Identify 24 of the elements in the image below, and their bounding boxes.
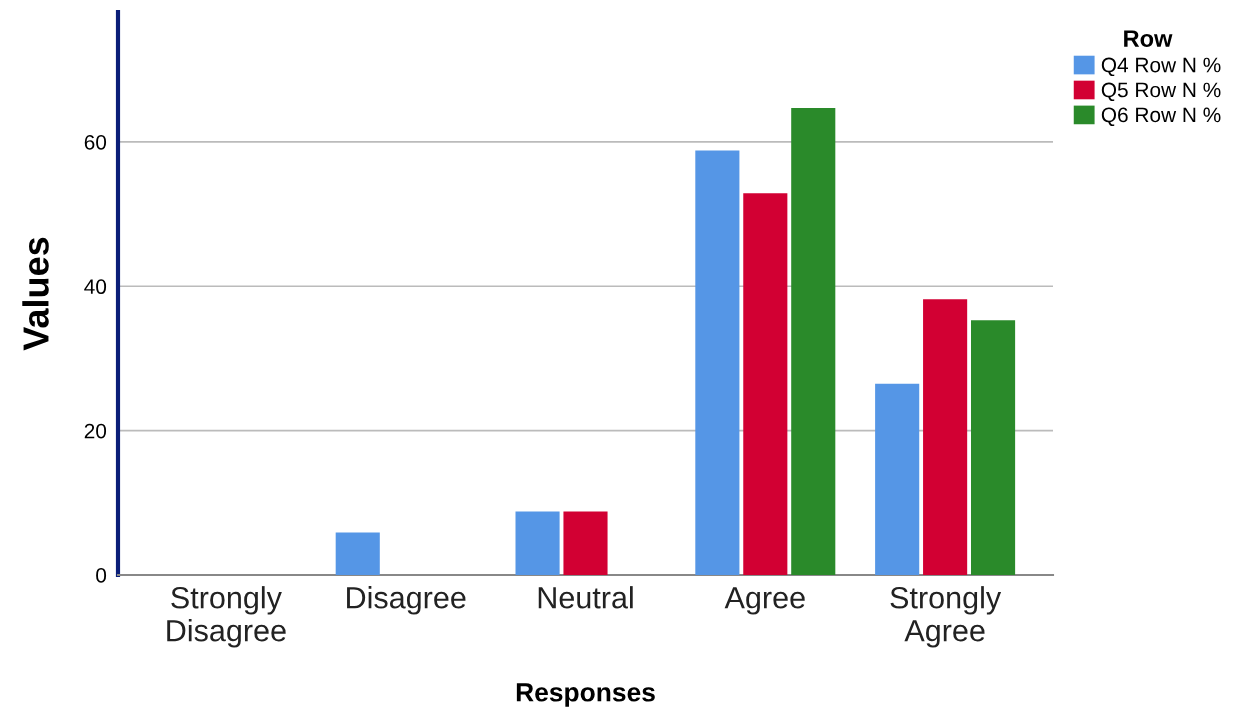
y-axis-title: Values	[22, 237, 49, 351]
y-tick-label: 40	[84, 279, 107, 295]
bar	[563, 511, 608, 575]
bar	[695, 150, 740, 575]
x-axis-title: Responses	[516, 683, 655, 707]
legend-title: Row	[1124, 30, 1173, 47]
bar	[515, 511, 560, 575]
legend-label: Q6 Row N %	[1101, 107, 1221, 126]
legend-label: Q4 Row N %	[1101, 57, 1221, 77]
bar	[875, 383, 920, 575]
y-tick-label: 20	[84, 423, 107, 439]
bar	[971, 320, 1016, 575]
bar	[743, 193, 788, 575]
y-tick-label: 60	[84, 134, 107, 150]
x-tick-label: Neutral	[538, 586, 633, 609]
bar	[923, 299, 968, 575]
y-tick-label: 0	[96, 568, 107, 583]
bar	[335, 532, 380, 575]
x-tick-label: Strongly Agree	[890, 586, 1002, 648]
x-tick-label: Agree	[724, 587, 805, 615]
x-tick-label: Disagree	[347, 586, 466, 615]
x-tick-label: Strongly Disagree	[167, 586, 286, 648]
legend-label: Q5 Row N %	[1101, 82, 1221, 102]
bar	[791, 108, 836, 575]
